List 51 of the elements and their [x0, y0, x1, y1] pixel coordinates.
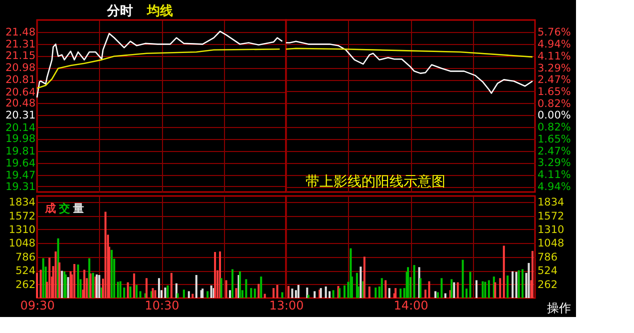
y-tick-label: 20.31: [5, 110, 36, 122]
y-tick-label: 20.98: [5, 62, 36, 74]
y2-tick-label: 0.00%: [538, 110, 571, 122]
y2-tick-label: 1048: [538, 238, 564, 250]
x-tick-label: 10:30: [144, 298, 180, 312]
y-tick-label: 21.15: [5, 50, 36, 62]
y2-tick-label: 3.29%: [538, 157, 571, 170]
y-tick-label: 19.64: [5, 157, 36, 170]
series-label: 成交量: [44, 202, 84, 215]
y-tick-label: 19.31: [5, 180, 36, 193]
y2-tick-label: 2.47%: [538, 74, 571, 86]
text: 操作: [547, 301, 571, 315]
y-tick-label: 1048: [8, 238, 36, 250]
y2-tick-label: 5.76%: [538, 26, 571, 39]
y-tick-label: 1834: [8, 196, 36, 209]
y2-tick-label: 4.11%: [538, 169, 571, 182]
y-tick-label: 20.48: [5, 98, 36, 110]
y2-tick-label: 524: [538, 265, 558, 278]
y-tick-label: 1310: [8, 224, 36, 236]
y-tick-label: 786: [15, 251, 36, 264]
y-tick-label: 21.48: [5, 26, 36, 39]
y2-tick-label: 1834: [538, 196, 565, 209]
y2-tick-label: 2.47%: [538, 145, 571, 158]
y-tick-label: 21.31: [5, 38, 36, 51]
y-tick-label: 524: [15, 265, 36, 278]
y-tick-label: 19.47: [5, 169, 36, 182]
series-label: 分时: [106, 4, 133, 19]
x-tick-label: 13:00: [269, 298, 304, 312]
y-tick-label: 20.64: [5, 86, 36, 98]
y-tick-label: 20.14: [5, 122, 36, 134]
y2-tick-label: 4.94%: [538, 181, 571, 194]
y2-tick-label: 1572: [538, 210, 564, 222]
x-tick-label: 09:30: [20, 298, 55, 312]
y2-tick-label: 0.82%: [538, 122, 571, 134]
text: 均线: [146, 4, 173, 19]
y2-tick-label: 4.94%: [538, 38, 571, 50]
y-tick-label: 1572: [8, 210, 36, 222]
y2-tick-label: 1310: [538, 224, 564, 236]
x-tick-label: 14:00: [394, 298, 428, 312]
annotation: 带上影线的阳线示意图: [306, 174, 446, 190]
y2-tick-label: 0.82%: [538, 98, 571, 110]
y2-tick-label: 262: [538, 278, 558, 291]
y2-tick-label: 4.11%: [538, 50, 571, 62]
y2-tick-label: 3.29%: [538, 62, 571, 74]
y-tick-label: 20.81: [5, 74, 36, 86]
y2-tick-label: 786: [538, 251, 558, 264]
y2-tick-label: 1.65%: [538, 134, 571, 146]
y-tick-label: 19.81: [5, 145, 36, 158]
y2-tick-label: 1.65%: [538, 86, 571, 98]
y-tick-label: 262: [15, 278, 36, 291]
y-tick-label: 19.98: [5, 133, 36, 146]
